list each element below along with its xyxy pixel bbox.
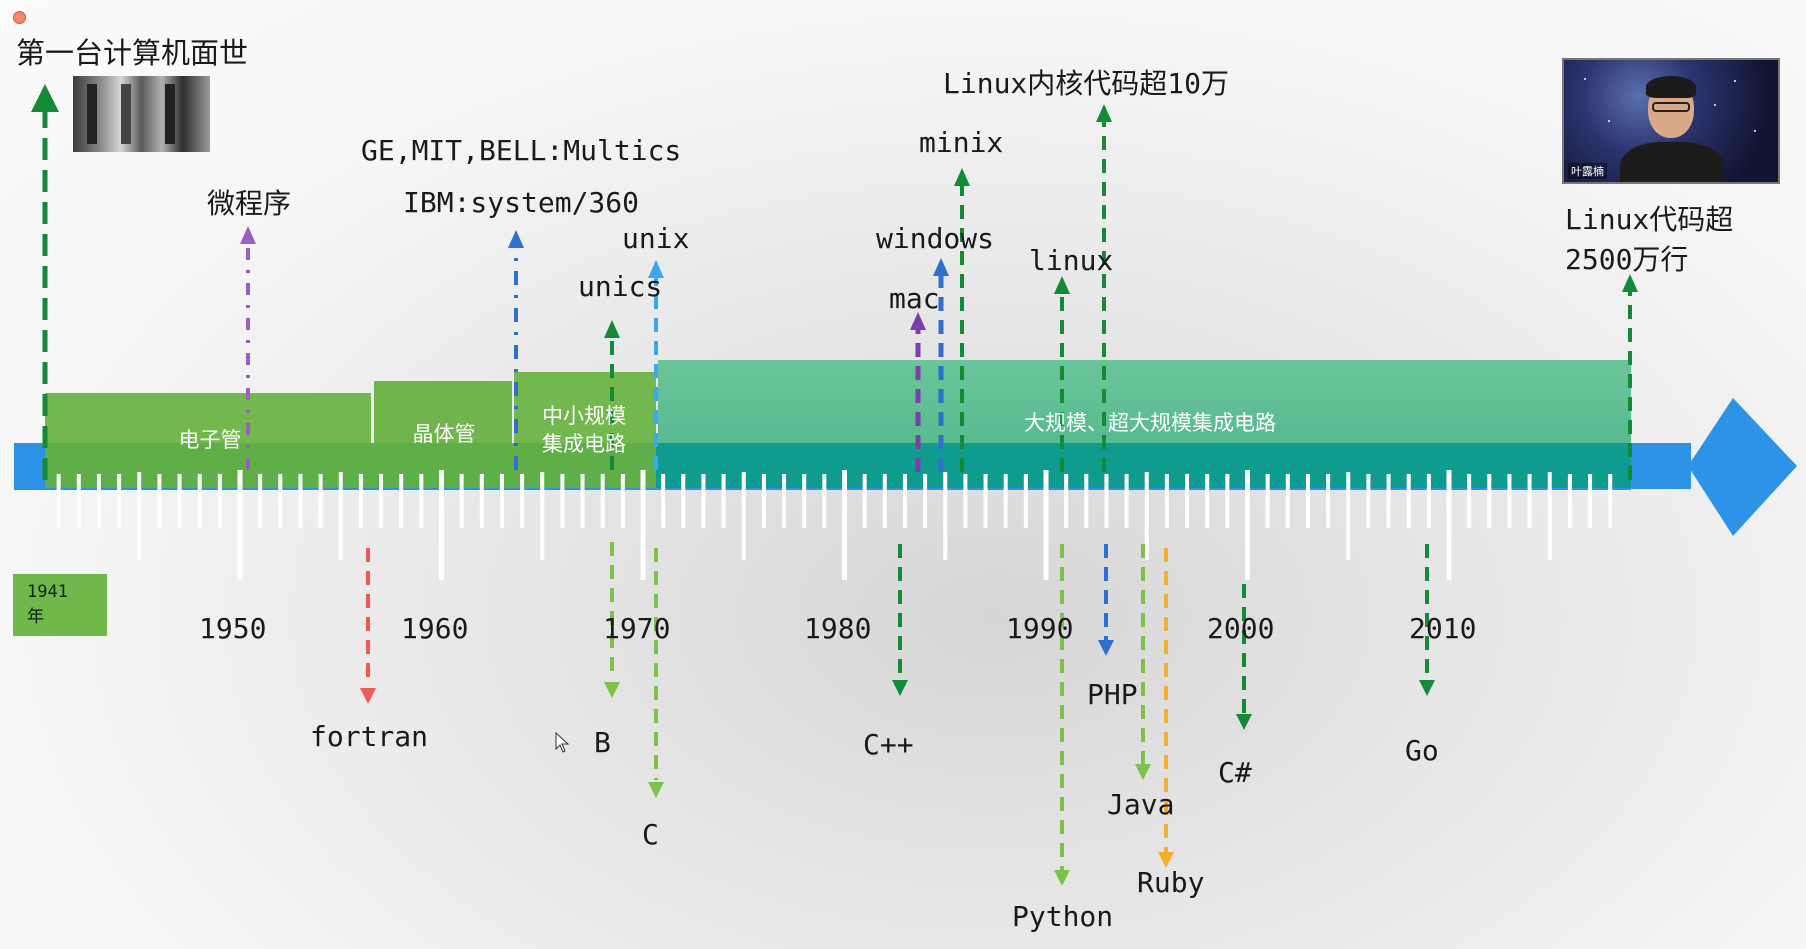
label-linux-now-line2: 2500万行 [1565, 243, 1689, 276]
timeline-band-right [1631, 443, 1691, 489]
label-c: C [642, 818, 659, 851]
label-csharp: C# [1218, 756, 1252, 789]
label-linux-now-line1: Linux代码超 [1565, 203, 1734, 236]
label-b: B [594, 726, 611, 759]
label-linux-kernel: Linux内核代码超10万 [943, 67, 1230, 100]
label-microprogram: 微程序 [207, 187, 292, 220]
arrowhead-php [1098, 640, 1114, 656]
timeline-arrowhead [1688, 398, 1797, 536]
label-multics: GE,MIT,BELL:Multics [361, 134, 682, 167]
arrowhead-java [1135, 764, 1151, 780]
label-cpp: C++ [863, 728, 914, 761]
era-label-vacuum-tube: 电子管 [178, 428, 242, 452]
arrowhead-first-computer [31, 84, 59, 112]
arrowhead-fortran [360, 688, 376, 704]
timeline-ticks [56, 470, 1613, 580]
arrowhead-windows [933, 258, 949, 276]
label-unics: unics [578, 270, 663, 303]
label-unix: unix [622, 222, 690, 255]
timeline-arrows [31, 84, 1638, 886]
era-label-transistor: 晶体管 [412, 422, 476, 446]
year-label-2000: 2000 [1207, 612, 1275, 645]
speaker-glasses [1652, 102, 1690, 112]
start-year-number: 1941 [27, 582, 68, 602]
year-label-1960: 1960 [401, 612, 469, 645]
arrowhead-c [648, 782, 664, 798]
year-label-1970: 1970 [603, 612, 671, 645]
label-php: PHP [1087, 678, 1138, 711]
eniac-photo [73, 76, 210, 152]
era-label-small-ic-line1: 中小规模 [542, 404, 626, 428]
year-label-2010: 2010 [1409, 612, 1477, 645]
arrowhead-system360 [508, 230, 524, 248]
timeline-band-left [14, 443, 46, 489]
speaker-body [1620, 142, 1724, 182]
era-label-small-ic-line2: 集成电路 [542, 432, 626, 456]
label-linux-now: Linux代码超 2500万行 [1565, 200, 1733, 280]
speaker-video-thumbnail[interactable]: 叶露楠 [1562, 58, 1780, 184]
arrowhead-unics [604, 320, 620, 338]
arrowhead-microprogram [240, 226, 256, 244]
start-year-box: 1941 年 [13, 574, 107, 636]
arrowhead-cpp [892, 680, 908, 696]
arrowhead-unix [648, 260, 664, 278]
era-label-small-ic: 中小规模 集成电路 [524, 402, 644, 458]
mouse-cursor-icon [555, 732, 570, 753]
first-computer-title: 第一台计算机面世 [16, 36, 249, 70]
label-mac: mac [889, 282, 940, 315]
label-system360: IBM:system/360 [403, 186, 640, 219]
timeline-band-green-part [45, 443, 656, 489]
speaker-hair [1646, 76, 1696, 98]
speaker-name: 叶露楠 [1568, 163, 1607, 179]
arrowhead-b [604, 682, 620, 698]
arrowhead-csharp [1236, 714, 1252, 730]
arrowhead-mac [910, 312, 926, 330]
label-python: Python [1012, 900, 1114, 933]
label-go: Go [1405, 734, 1439, 767]
year-label-1990: 1990 [1006, 612, 1074, 645]
arrowhead-linux-now [1622, 274, 1638, 292]
year-label-1980: 1980 [804, 612, 872, 645]
label-minix: minix [919, 126, 1004, 159]
record-indicator-icon [13, 11, 26, 24]
label-windows: windows [876, 222, 995, 255]
arrowhead-linux [1054, 276, 1070, 294]
start-year-unit: 年 [27, 607, 44, 627]
label-java: Java [1107, 788, 1175, 821]
label-fortran: fortran [310, 720, 429, 753]
arrowhead-linux-kernel [1096, 104, 1112, 122]
label-ruby: Ruby [1137, 866, 1205, 899]
arrowhead-python [1054, 870, 1070, 886]
era-label-large-ic: 大规模、超大规模集成电路 [1024, 411, 1276, 435]
arrowhead-minix [954, 168, 970, 186]
year-label-1950: 1950 [199, 612, 267, 645]
arrowhead-go [1419, 680, 1435, 696]
label-linux: linux [1029, 244, 1114, 277]
arrowhead-ruby [1158, 852, 1174, 868]
